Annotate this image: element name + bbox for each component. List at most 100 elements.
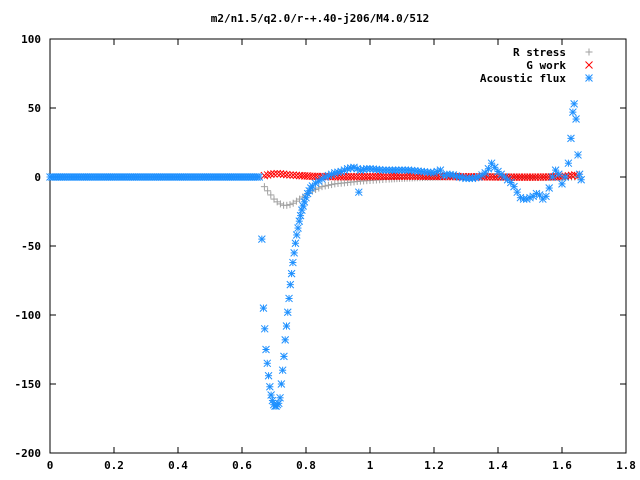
x-tick-label: 1 [367,459,374,472]
data-point [354,188,363,197]
data-point [551,166,560,174]
data-point [270,170,278,178]
data-point [280,352,288,361]
data-point [542,192,550,201]
data-point [276,200,284,208]
data-point [382,166,390,174]
data-point [286,280,295,289]
legend-marker [585,61,593,69]
data-point [276,393,284,402]
y-tick-label: 0 [34,171,41,184]
data-point [433,167,442,176]
data-point [324,181,332,189]
data-point [286,171,294,179]
data-point [260,183,268,191]
data-point [484,164,493,173]
data-point [334,180,342,188]
data-point [267,191,275,199]
data-point [506,178,515,187]
x-tick-label: 1.6 [552,459,572,472]
y-tick-label: -50 [21,240,41,253]
data-point [545,184,554,192]
data-point [394,166,403,174]
data-point [283,308,292,317]
data-point [375,165,384,174]
data-point [282,170,291,179]
y-tick-label: -150 [15,378,42,391]
data-point [388,166,397,174]
legend-label: Acoustic flux [480,72,566,85]
x-tick-label: 0.4 [168,459,188,472]
data-point [554,170,563,179]
data-point [255,173,264,181]
data-point [264,187,272,195]
data-point [285,294,293,303]
data-point [276,170,285,178]
data-point [278,366,287,375]
data-point [289,258,297,267]
data-point [369,165,378,173]
y-tick-label: 50 [28,102,41,115]
data-point [282,322,291,330]
data-point [478,171,486,179]
data-point [401,166,410,174]
data-point [376,172,385,181]
data-point [286,201,294,209]
data-point [570,100,579,108]
x-tick-label: 0.6 [232,459,252,472]
data-point [407,166,416,175]
x-tick-label: 1.4 [488,459,508,472]
data-point [291,239,300,248]
data-point [564,159,573,168]
data-point [536,173,545,181]
data-point [328,181,336,189]
data-point [520,173,529,181]
y-tick-label: 100 [21,33,41,46]
x-tick-label: 1.8 [616,459,636,472]
data-point [340,179,348,187]
chart-title: m2/n1.5/q2.0/r-+.40-j206/M4.0/512 [211,12,430,25]
series-layer [46,100,586,410]
data-point [513,188,522,197]
x-tick-label: 0.8 [296,459,316,472]
data-point [452,172,461,180]
y-tick-label: -200 [15,447,42,460]
data-point [260,171,269,180]
data-point [360,172,369,181]
data-point [572,115,580,123]
data-point [392,172,401,181]
data-point [266,170,275,179]
data-point [575,170,584,179]
legend-label: G work [526,59,566,72]
data-point [292,231,301,239]
data-point [420,167,429,176]
data-point [263,171,272,179]
data-point [283,201,291,209]
data-point [330,169,339,177]
x-tick-label: 0 [47,459,54,472]
data-point [260,324,269,333]
data-point [458,173,467,182]
data-point [558,180,566,188]
data-point [279,170,288,179]
data-point [574,151,582,159]
legend-marker [585,74,593,82]
data-point [277,380,286,388]
legend-label: R stress [513,46,566,59]
axis-ticks: 0 0.2 0.4 0.6 0.8 1 1.2 1.4 1.6 1.8 100 50 0 -50 -100 -… [15,33,636,472]
data-point [490,163,499,172]
data-point [263,359,272,368]
data-point [321,182,329,190]
data-point [292,171,301,180]
y-tick-label: -100 [15,309,42,322]
data-point [548,173,557,181]
data-point [259,304,268,312]
data-point [567,171,576,180]
series-acoustic-flux [46,100,586,410]
legend-marker [585,48,593,56]
data-point [303,172,312,180]
data-point [577,175,586,184]
data-point [344,172,353,181]
data-point [465,174,474,183]
